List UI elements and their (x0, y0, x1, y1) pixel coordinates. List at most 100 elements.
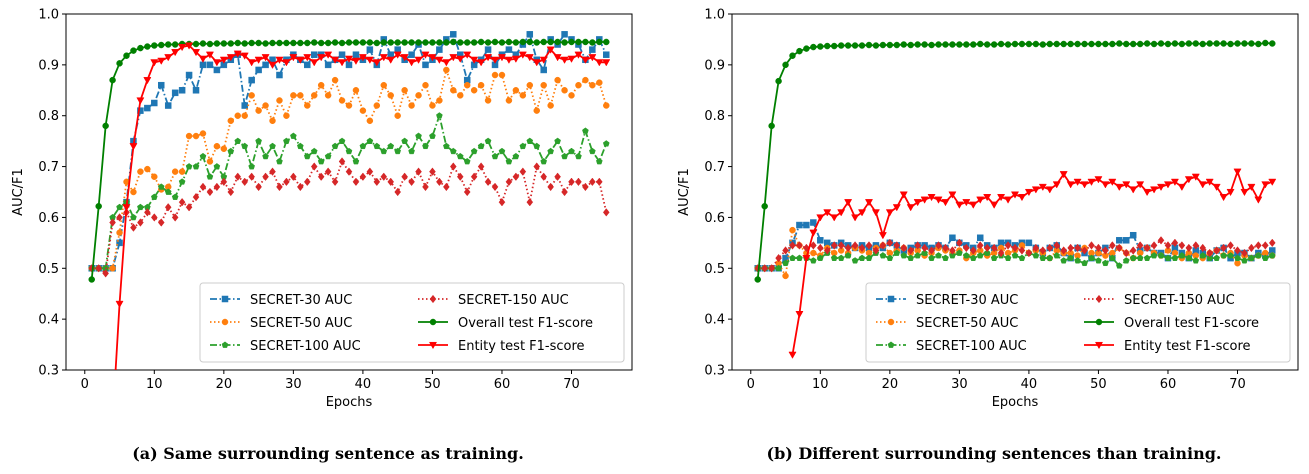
marker (1004, 196, 1013, 204)
marker (171, 89, 179, 97)
marker (602, 208, 610, 217)
marker (969, 246, 977, 255)
marker (324, 152, 332, 160)
marker (436, 112, 443, 119)
marker (1018, 40, 1026, 48)
marker (199, 40, 207, 47)
marker (1191, 173, 1200, 181)
legend-label: Overall test F1-score (458, 316, 593, 331)
marker (1116, 237, 1123, 244)
marker (373, 39, 381, 47)
marker (304, 39, 311, 47)
marker (789, 241, 796, 250)
marker (525, 54, 534, 62)
marker (914, 241, 921, 250)
marker (379, 54, 388, 62)
marker (1018, 254, 1026, 261)
marker (1164, 40, 1172, 48)
marker (345, 39, 353, 46)
marker (436, 39, 443, 46)
marker (1004, 41, 1012, 48)
marker (116, 213, 123, 222)
marker (1234, 254, 1241, 261)
marker (518, 51, 527, 59)
marker (1067, 254, 1074, 261)
marker (241, 102, 248, 109)
marker (144, 43, 151, 50)
marker (463, 187, 471, 197)
marker (470, 39, 478, 46)
marker (582, 127, 589, 134)
marker (247, 59, 256, 67)
marker (602, 140, 610, 147)
marker (962, 199, 971, 207)
marker (484, 54, 493, 62)
marker (415, 92, 422, 99)
x-axis-label: Epochs (992, 395, 1039, 410)
marker (810, 43, 817, 51)
marker (1185, 254, 1193, 261)
marker (1053, 241, 1061, 250)
marker (1157, 40, 1165, 47)
marker (477, 59, 486, 67)
marker (505, 38, 513, 46)
legend-marker (887, 341, 895, 348)
marker (1206, 248, 1214, 258)
marker (1101, 181, 1110, 189)
marker (561, 187, 568, 197)
marker (796, 47, 803, 55)
marker (129, 143, 138, 151)
marker (241, 177, 249, 187)
marker (596, 79, 603, 86)
marker (456, 55, 465, 63)
marker (1262, 39, 1269, 47)
y-tick-label: 0.3 (38, 364, 59, 379)
marker (540, 157, 548, 165)
marker (575, 81, 582, 89)
marker (949, 234, 956, 242)
marker (158, 81, 165, 89)
marker (338, 59, 347, 67)
marker (1136, 181, 1145, 189)
marker (893, 41, 901, 49)
marker (220, 177, 228, 187)
marker (373, 102, 381, 109)
marker (1123, 40, 1130, 48)
marker (907, 246, 915, 255)
marker (366, 46, 374, 53)
marker (130, 188, 137, 196)
marker (1046, 243, 1054, 253)
marker (137, 218, 144, 227)
marker (1129, 246, 1137, 255)
marker (519, 92, 527, 99)
marker (1102, 40, 1109, 48)
marker (540, 81, 547, 89)
x-tick-label: 60 (1160, 377, 1177, 392)
marker (844, 243, 852, 253)
marker (1102, 246, 1109, 255)
legend-marker (1094, 341, 1104, 350)
marker (144, 208, 151, 217)
marker (498, 39, 506, 46)
marker (429, 102, 436, 109)
marker (969, 254, 977, 261)
marker (582, 182, 589, 192)
y-tick-label: 0.9 (704, 58, 725, 73)
marker (1199, 40, 1206, 48)
marker (900, 41, 907, 48)
marker (331, 177, 339, 187)
marker (962, 252, 970, 259)
marker (358, 54, 367, 62)
marker (560, 56, 569, 64)
marker (1150, 252, 1158, 259)
marker (1060, 40, 1067, 48)
marker (997, 40, 1005, 48)
marker (872, 246, 880, 255)
marker (886, 41, 894, 49)
marker (331, 39, 339, 46)
marker (1095, 40, 1102, 48)
marker (234, 112, 241, 119)
legend-marker (887, 295, 895, 303)
marker (1192, 241, 1200, 250)
